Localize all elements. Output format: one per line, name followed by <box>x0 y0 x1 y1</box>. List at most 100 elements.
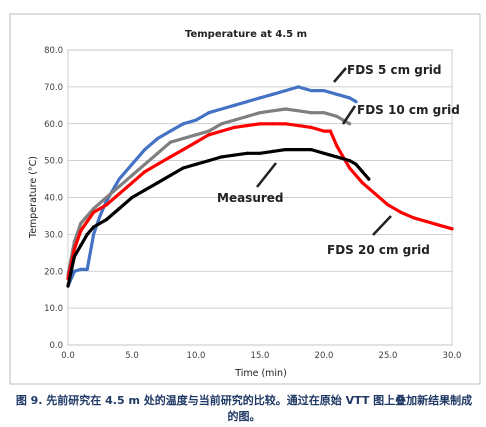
series-fds-10cm-point <box>220 122 224 126</box>
series-measured-point <box>181 166 185 170</box>
series-fds-20cm-point <box>156 162 160 166</box>
y-tick-label: 50.0 <box>44 157 63 167</box>
series-fds-5cm-point <box>245 100 249 104</box>
series-fds-5cm-point <box>335 92 339 96</box>
series-measured-line <box>66 148 371 288</box>
series-fds-20cm-point <box>245 124 249 128</box>
series-measured-point <box>156 181 160 185</box>
series-fds-5cm-point <box>79 267 83 271</box>
series-fds-20cm-point <box>412 216 416 220</box>
series-fds-5cm-point <box>98 214 102 218</box>
series-fds-20cm-point <box>360 181 364 185</box>
y-tick-label: 70.0 <box>44 83 63 93</box>
series-fds-20cm-point <box>386 203 390 207</box>
series-fds-10cm-point <box>284 107 288 111</box>
series-fds-20cm-point <box>335 144 339 148</box>
series-fds-10cm-point <box>245 114 249 118</box>
series-fds-5cm-point <box>220 107 224 111</box>
series-fds-20cm-point <box>207 133 211 137</box>
series-measured-point <box>360 170 364 174</box>
series-fds-20cm-point <box>284 122 288 126</box>
x-tick-label: 25.0 <box>379 351 398 361</box>
series-fds-5cm-point <box>271 92 275 96</box>
series-fds-10cm-point <box>207 129 211 133</box>
series-fds-5cm-point <box>354 100 358 104</box>
series-fds-10cm-point <box>335 114 339 118</box>
series-fds-20cm-point <box>72 247 76 251</box>
series-fds-20cm-point <box>92 210 96 214</box>
series-measured-point <box>143 188 147 192</box>
series-fds-10cm-point <box>168 140 172 144</box>
series-fds-20cm-point <box>181 148 185 152</box>
series-fds-10cm-point <box>271 109 275 113</box>
annotation-fds-20cm: FDS 20 cm grid <box>327 243 430 257</box>
series-fds-20cm-point <box>296 124 300 128</box>
series-fds-10cm-point <box>156 151 160 155</box>
series-fds-20cm-point <box>232 125 236 129</box>
series-fds-20cm-point <box>220 129 224 133</box>
series-fds-10cm-point <box>143 162 147 166</box>
y-tick-label: 20.0 <box>44 267 63 277</box>
series-fds-10cm-point <box>92 207 96 211</box>
series-measured-point <box>92 225 96 229</box>
series-fds-5cm-point <box>322 89 326 93</box>
series-fds-20cm-point <box>168 155 172 159</box>
series-fds-10cm-point <box>194 133 198 137</box>
series-fds-5cm-point <box>194 118 198 122</box>
series-fds-20cm-point <box>104 203 108 207</box>
series-fds-20cm-point <box>322 129 326 133</box>
series-measured-point <box>130 195 134 200</box>
series-measured-point <box>335 155 339 159</box>
series-fds-20cm-point <box>399 210 403 214</box>
series-fds-10cm-point <box>309 111 313 115</box>
series-fds-10cm-point <box>79 221 83 225</box>
series-fds-5cm-point <box>72 269 76 273</box>
series-fds-5cm-point <box>309 89 313 93</box>
series-fds-5cm-point <box>117 177 121 181</box>
series-fds-10cm-point <box>130 173 134 177</box>
series-fds-10cm-point <box>258 111 262 115</box>
series-measured-point <box>194 162 198 166</box>
series-fds-20cm-point <box>143 170 147 174</box>
annotation-fds-5cm: FDS 5 cm grid <box>347 63 442 77</box>
series-measured-point <box>104 218 108 222</box>
series-measured-point <box>79 243 83 247</box>
series-measured-point <box>258 151 262 155</box>
series-measured-point <box>72 254 76 259</box>
series-fds-5cm-point <box>130 162 134 166</box>
figure-caption: 图 9. 先前研究在 4.5 m 处的温度与当前研究的比较。通过在原始 VTT … <box>15 394 473 423</box>
series-fds-10cm-point <box>104 195 108 200</box>
annotation-fds-10cm-pointer <box>341 105 357 125</box>
x-tick-label: 20.0 <box>315 351 334 361</box>
series-fds-20cm-point <box>194 140 198 144</box>
series-fds-5cm-point <box>341 94 345 98</box>
series-measured-point <box>348 159 352 163</box>
x-tick-label: 5.0 <box>125 351 139 361</box>
series-fds-20cm-point <box>130 181 134 185</box>
series-measured-point <box>168 173 172 177</box>
y-tick-label: 80.0 <box>44 46 63 56</box>
series-measured-point <box>85 232 89 236</box>
series-fds-5cm-point <box>104 199 108 203</box>
series-measured-point <box>232 153 236 157</box>
series-fds-20cm-point <box>348 166 352 170</box>
series-fds-5cm-point <box>85 267 89 271</box>
series-fds-10cm-point <box>296 109 300 113</box>
series-fds-20cm-point <box>271 122 275 126</box>
series-fds-5cm-point <box>181 122 185 126</box>
series-fds-5cm-point <box>348 96 352 100</box>
chart-title: Temperature at 4.5 m <box>185 29 307 40</box>
annotation-measured-pointer <box>256 162 277 188</box>
series-fds-10cm-point <box>181 136 185 141</box>
series-fds-10cm-point <box>232 118 236 122</box>
series-measured-point <box>296 148 300 152</box>
series-fds-20cm-point <box>117 192 121 196</box>
y-tick-label: 40.0 <box>44 194 63 204</box>
series-fds-5cm-point <box>232 103 236 107</box>
series-fds-20cm-point <box>328 129 332 133</box>
series-fds-20cm-point <box>437 223 441 227</box>
series-measured-point <box>309 148 313 152</box>
y-tick-label: 0.0 <box>49 341 63 351</box>
series-fds-5cm-point <box>207 111 211 115</box>
series-fds-5cm-point <box>258 96 262 100</box>
